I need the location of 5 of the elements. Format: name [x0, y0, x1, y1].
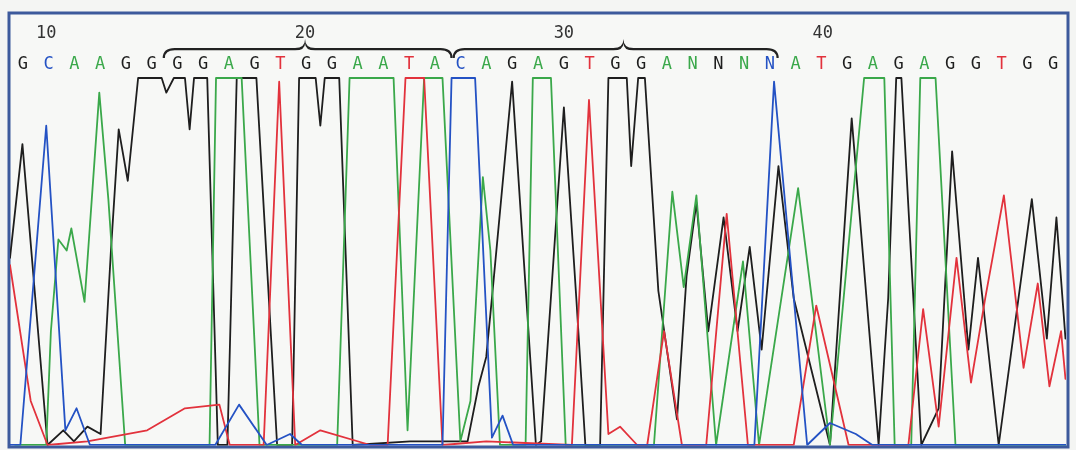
x-tick-label: 20 [294, 22, 316, 42]
text: G C A A G G G G A G T G G A A T A C A G A G T G G A N N N N A T G A G A G G T G G [17, 53, 1059, 73]
x-tick-label: 10 [35, 22, 57, 42]
x-tick-label: 30 [553, 22, 575, 42]
x-tick-label: 40 [812, 22, 833, 42]
